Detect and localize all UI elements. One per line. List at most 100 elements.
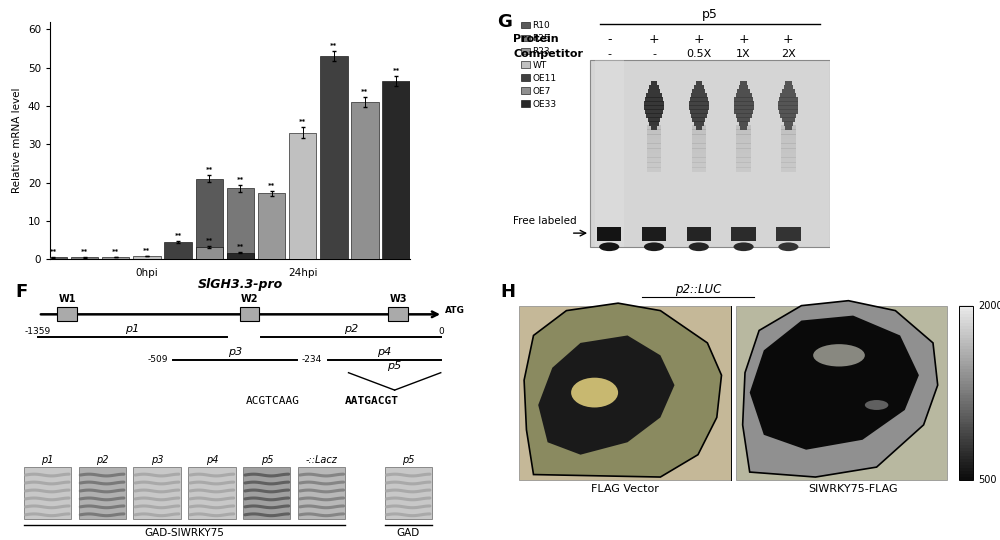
Bar: [188, 467, 236, 519]
Bar: [649, 85, 659, 90]
Bar: [164, 241, 192, 259]
Text: p3: p3: [151, 455, 163, 465]
Bar: [959, 470, 973, 474]
Bar: [959, 387, 973, 390]
Text: F: F: [16, 284, 28, 301]
Bar: [595, 60, 624, 247]
Bar: [959, 393, 973, 395]
Bar: [692, 125, 706, 130]
Ellipse shape: [644, 242, 664, 251]
Bar: [196, 179, 223, 259]
Bar: [647, 139, 661, 144]
Bar: [691, 113, 707, 118]
Bar: [959, 404, 973, 407]
Bar: [731, 227, 756, 241]
Bar: [959, 314, 973, 317]
Bar: [736, 167, 751, 172]
Bar: [692, 129, 706, 134]
Ellipse shape: [571, 377, 618, 408]
Bar: [959, 424, 973, 427]
Bar: [959, 332, 973, 335]
Bar: [740, 81, 747, 85]
Text: -::Lacz: -::Lacz: [306, 455, 338, 465]
Text: p2: p2: [96, 455, 108, 465]
Bar: [780, 93, 796, 98]
Bar: [959, 372, 973, 375]
Bar: [959, 320, 973, 323]
Bar: [959, 306, 973, 308]
Text: ACGTCAAG: ACGTCAAG: [246, 396, 300, 406]
Bar: [959, 349, 973, 352]
Bar: [959, 407, 973, 410]
Bar: [351, 102, 379, 259]
Bar: [133, 256, 161, 259]
Text: W3: W3: [389, 294, 407, 304]
Bar: [959, 355, 973, 358]
Bar: [690, 97, 708, 102]
Text: p5: p5: [702, 8, 718, 21]
Text: **: **: [50, 249, 57, 255]
Bar: [519, 306, 731, 480]
Bar: [289, 133, 316, 259]
Bar: [781, 125, 796, 130]
Bar: [959, 456, 973, 459]
Bar: [781, 148, 796, 153]
Text: **: **: [299, 119, 306, 125]
Bar: [382, 81, 410, 259]
Text: Free labeled: Free labeled: [513, 215, 576, 226]
Text: **: **: [143, 248, 151, 254]
Bar: [959, 395, 973, 399]
Text: **: **: [268, 183, 275, 188]
Bar: [959, 448, 973, 450]
Text: p5: p5: [388, 361, 402, 371]
Bar: [40, 257, 67, 259]
Bar: [647, 143, 661, 149]
Bar: [959, 459, 973, 462]
Bar: [739, 85, 748, 90]
Bar: [778, 105, 798, 110]
Bar: [959, 352, 973, 355]
Bar: [782, 89, 795, 93]
Bar: [651, 126, 657, 130]
Bar: [785, 81, 792, 85]
Bar: [227, 188, 254, 259]
Text: 2X: 2X: [781, 49, 796, 59]
Text: SlWRKY75-FLAG: SlWRKY75-FLAG: [808, 484, 898, 495]
Text: G: G: [497, 14, 512, 31]
Bar: [734, 101, 754, 106]
Bar: [959, 427, 973, 430]
Bar: [779, 109, 798, 114]
Bar: [692, 143, 706, 149]
Text: p5: p5: [402, 455, 414, 465]
Bar: [647, 148, 661, 153]
Text: p5: p5: [261, 455, 273, 465]
Bar: [959, 357, 973, 361]
Bar: [736, 143, 751, 149]
Bar: [196, 247, 223, 259]
Bar: [647, 162, 661, 167]
Bar: [736, 148, 751, 153]
Bar: [734, 109, 753, 114]
Ellipse shape: [813, 344, 865, 367]
Bar: [736, 125, 751, 130]
Bar: [959, 328, 973, 332]
Bar: [785, 126, 792, 130]
Bar: [959, 361, 973, 363]
Bar: [647, 125, 661, 130]
Bar: [692, 139, 706, 144]
Polygon shape: [750, 315, 919, 450]
Text: Protein: Protein: [513, 35, 559, 44]
Text: +: +: [783, 33, 794, 46]
Bar: [692, 148, 706, 153]
Bar: [644, 105, 664, 110]
Text: **: **: [174, 233, 182, 239]
Text: -234: -234: [301, 355, 322, 364]
Text: **: **: [237, 177, 244, 183]
Ellipse shape: [865, 400, 888, 410]
Bar: [737, 117, 750, 122]
Bar: [692, 167, 706, 172]
Bar: [781, 158, 796, 163]
Bar: [959, 401, 973, 404]
Text: p4: p4: [206, 455, 218, 465]
Ellipse shape: [734, 242, 754, 251]
